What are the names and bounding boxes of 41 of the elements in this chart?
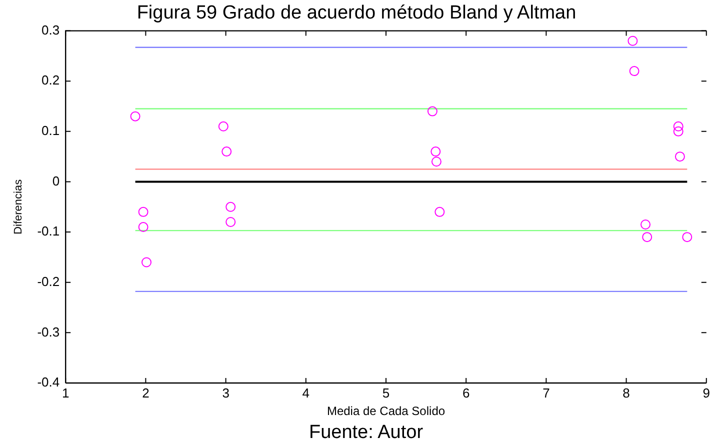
point (138, 222, 148, 232)
point (434, 206, 445, 217)
point (226, 202, 236, 212)
y-tick-label: -0.3 (37, 324, 60, 340)
point (629, 66, 640, 76)
point (642, 232, 652, 242)
point (222, 146, 232, 157)
y-tick-label: 0.2 (42, 72, 60, 88)
point (673, 126, 684, 136)
point (226, 216, 236, 227)
point (427, 106, 438, 116)
point (628, 36, 638, 46)
y-tick-label: 0 (52, 173, 60, 188)
x-tick-label: 3 (222, 385, 230, 400)
x-tick-label: 5 (382, 385, 390, 400)
y-tick-label: -0.2 (37, 274, 60, 289)
x-axis-title: Media de Cada Solido (326, 404, 446, 418)
source-note: Fuente: Autor (308, 422, 424, 443)
point (130, 111, 140, 122)
point (674, 152, 685, 162)
point (682, 232, 692, 242)
x-tick-label: 1 (62, 385, 70, 400)
y-tick-label: 0.1 (42, 123, 60, 138)
y-tick-label: -0.1 (37, 224, 60, 239)
x-tick-label: 6 (462, 385, 470, 400)
y-tick-label: 0.3 (42, 22, 60, 38)
y-axis-title: Diferencias (12, 178, 25, 234)
y-tick-label: -0.4 (37, 374, 60, 390)
x-tick-label: 9 (702, 385, 710, 400)
point (218, 121, 228, 132)
point (673, 121, 684, 132)
point (431, 156, 442, 167)
x-tick-label: 4 (302, 385, 310, 400)
chart-title: Figura 59 Grado de acuerdo método Bland y Altman (136, 2, 576, 24)
point (142, 257, 152, 268)
point (640, 220, 651, 230)
point (430, 146, 441, 157)
x-tick-label: 7 (542, 385, 550, 400)
x-tick-label: 2 (142, 385, 150, 400)
point (138, 206, 148, 217)
x-tick-label: 8 (622, 385, 630, 400)
